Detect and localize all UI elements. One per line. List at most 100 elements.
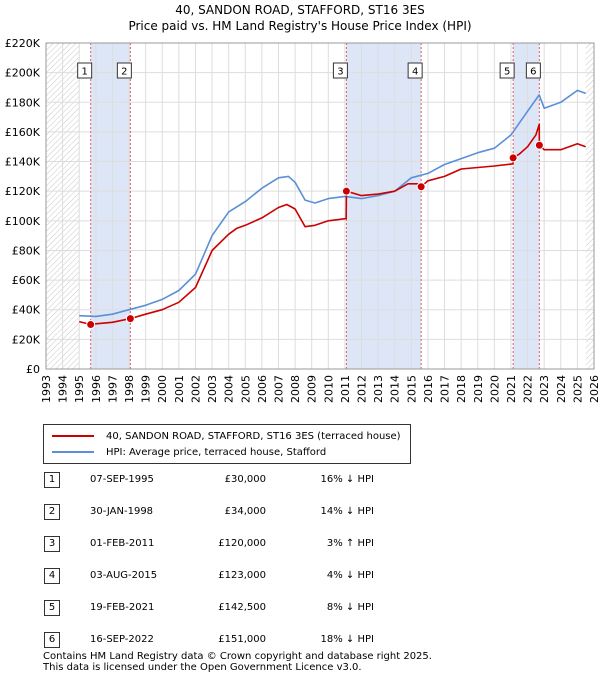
x-tick-label: 2006 [256,375,269,403]
marker-box-5 [499,62,515,79]
marker-box-3 [332,62,348,79]
x-tick-label: 2001 [173,375,186,403]
marker-box-2 [116,62,132,79]
marker-box-4 [407,62,423,79]
y-tick-label: £160K [5,126,41,139]
row-date: 19-FEB-2021 [90,602,155,613]
shaded-period-3 [513,43,540,369]
y-tick-label: £220K [5,37,41,50]
y-tick-label: £20K [12,333,41,346]
row-hpi: 18% ↓ HPI [320,634,374,645]
x-tick-label: 1993 [40,375,53,403]
marker-label-2: 2 [121,67,127,78]
shaded-period-2 [346,43,422,369]
row-number-badge: 1 [44,472,60,488]
table-row: 3 01-FEB-2011 £120,000 3% ↑ HPI [44,536,464,554]
chart-title-line1: 40, SANDON ROAD, STAFFORD, ST16 3ES [175,3,425,17]
legend: 40, SANDON ROAD, STAFFORD, ST16 3ES (ter… [43,424,411,464]
marker-label-1: 1 [81,67,87,78]
legend-swatch-hpi [52,451,94,453]
sale-point-4 [416,182,426,192]
x-tick-label: 2004 [223,375,236,403]
row-date: 07-SEP-1995 [90,474,154,485]
x-tick-label: 1994 [57,375,70,403]
table-row: 6 16-SEP-2022 £151,000 18% ↓ HPI [44,632,464,650]
legend-label-hpi: HPI: Average price, terraced house, Staf… [106,446,327,458]
footer-licence: This data is licensed under the Open Gov… [43,662,362,673]
x-tick-label: 1996 [90,375,103,403]
x-tick-label: 2022 [522,375,535,403]
x-tick-label: 2005 [239,375,252,403]
table-row: 4 03-AUG-2015 £123,000 4% ↓ HPI [44,568,464,586]
x-tick-label: 2014 [389,375,402,403]
row-price: £120,000 [218,538,266,549]
x-tick-label: 2011 [339,375,352,403]
table-row: 5 19-FEB-2021 £142,500 8% ↓ HPI [44,600,464,618]
marker-label-6: 6 [530,67,536,78]
legend-item-hpi: HPI: Average price, terraced house, Staf… [52,445,326,459]
marker-label-5: 5 [504,67,510,78]
y-tick-label: £100K [5,215,41,228]
sale-point-6 [534,140,544,150]
sale-point-5 [508,153,518,163]
row-hpi: 8% ↓ HPI [326,602,374,613]
row-date: 03-AUG-2015 [90,570,158,581]
row-price: £30,000 [224,474,266,485]
marker-label-4: 4 [412,67,418,78]
y-tick-label: £60K [12,274,41,287]
row-number-badge: 3 [44,536,60,552]
plot-background [46,43,594,369]
x-tick-label: 2015 [405,375,418,403]
y-tick-label: £180K [5,96,41,109]
x-tick-label: 1995 [73,375,86,403]
row-price: £123,000 [218,570,266,581]
x-tick-label: 2025 [571,375,584,403]
row-number-badge: 2 [44,504,60,520]
sale-point-2 [125,314,135,324]
row-price: £142,500 [218,602,266,613]
row-date: 01-FEB-2011 [90,538,155,549]
row-hpi: 4% ↓ HPI [326,570,374,581]
row-hpi: 3% ↑ HPI [326,538,374,549]
x-tick-label: 2007 [272,375,285,403]
row-number-badge: 4 [44,568,60,584]
x-tick-label: 2016 [422,375,435,403]
x-tick-label: 2000 [156,375,169,403]
x-tick-label: 2012 [356,375,369,403]
x-tick-label: 2023 [538,375,551,403]
x-tick-label: 1998 [123,375,136,403]
y-tick-label: £80K [12,244,41,257]
x-tick-label: 2024 [555,375,568,403]
marker-box-1 [77,62,93,79]
marker-label-3: 3 [337,67,343,78]
x-tick-label: 2010 [322,375,335,403]
series-line-property [79,123,586,326]
row-price: £34,000 [224,506,266,517]
sale-point-1 [86,320,96,330]
x-tick-label: 2018 [455,375,468,403]
row-date: 30-JAN-1998 [90,506,154,517]
x-tick-label: 1999 [140,375,153,403]
x-tick-label: 2002 [189,375,202,403]
row-hpi: 16% ↓ HPI [320,474,374,485]
marker-box-6 [525,62,541,79]
y-tick-label: £40K [12,304,41,317]
legend-item-property: 40, SANDON ROAD, STAFFORD, ST16 3ES (ter… [52,429,401,443]
hatched-post-data [585,43,594,369]
plot-border [45,42,595,370]
chart-title: 40, SANDON ROAD, STAFFORD, ST16 3ES Pric… [0,2,600,34]
row-hpi: 14% ↓ HPI [320,506,374,517]
x-tick-label: 2026 [588,375,600,403]
legend-label-property: 40, SANDON ROAD, STAFFORD, ST16 3ES (ter… [106,430,401,442]
sale-point-3 [341,186,351,196]
x-tick-label: 2019 [472,375,485,403]
x-tick-label: 2009 [306,375,319,403]
row-date: 16-SEP-2022 [90,634,154,645]
x-tick-label: 2021 [505,375,518,403]
legend-swatch-property [52,435,94,437]
row-price: £151,000 [218,634,266,645]
x-tick-label: 2020 [488,375,501,403]
chart-title-line2: Price paid vs. HM Land Registry's House … [128,19,472,33]
y-tick-label: £0 [26,363,40,376]
x-tick-label: 2003 [206,375,219,403]
